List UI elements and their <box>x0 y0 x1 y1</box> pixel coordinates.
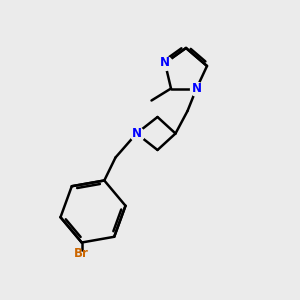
Text: N: N <box>160 56 170 70</box>
Text: N: N <box>191 82 202 95</box>
Text: Br: Br <box>74 248 89 260</box>
Text: N: N <box>131 127 142 140</box>
